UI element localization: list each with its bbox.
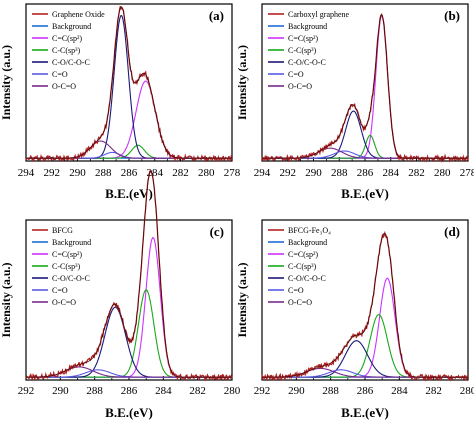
legend-entry: BFCG bbox=[52, 226, 73, 235]
legend-entry: O-C=O bbox=[288, 298, 312, 307]
y-axis-label: Intensity (a.u.) bbox=[0, 45, 13, 120]
y-axis-label: Intensity (a.u.) bbox=[235, 262, 249, 337]
fit-envelope bbox=[25, 170, 232, 378]
x-tick-label: 282 bbox=[425, 385, 442, 397]
legend: Graphene Oxide Background C=C(sp²) C-C(sp³)… bbox=[32, 10, 105, 91]
component-peak bbox=[262, 110, 468, 159]
legend-entry: C-O/C-O-C bbox=[288, 274, 326, 283]
x-tick-label: 294 bbox=[18, 167, 35, 179]
x-tick-label: 284 bbox=[383, 167, 400, 179]
legend-entry: C=O bbox=[288, 286, 304, 295]
x-axis-label: B.E.(eV) bbox=[105, 405, 153, 420]
x-tick-label: 282 bbox=[189, 385, 206, 397]
legend-entry: C=C(sp²) bbox=[288, 250, 318, 259]
x-tick-label: 290 bbox=[288, 385, 305, 397]
x-tick-label: 286 bbox=[357, 385, 374, 397]
legend-entry: Background bbox=[288, 22, 327, 31]
x-tick-label: 284 bbox=[147, 167, 164, 179]
panel-1: 294 292 290 288 286 284 282 280 278 B.E.(eV) Inten… bbox=[0, 3, 241, 201]
x-tick-label: 290 bbox=[305, 167, 322, 179]
x-tick-label: 294 bbox=[254, 167, 271, 179]
component-peak bbox=[26, 80, 232, 159]
x-tick-label: 292 bbox=[254, 385, 271, 397]
x-tick-label: 280 bbox=[434, 167, 451, 179]
legend-entry: C=C(sp²) bbox=[52, 250, 82, 259]
x-tick-label: 290 bbox=[69, 167, 86, 179]
x-tick-label: 278 bbox=[224, 167, 241, 179]
x-tick-label: 288 bbox=[86, 385, 103, 397]
legend-entry: C-C(sp³) bbox=[52, 46, 81, 55]
x-tick-label: 292 bbox=[18, 385, 35, 397]
x-tick-label: 280 bbox=[224, 385, 241, 397]
legend: BFCG-Fe₃O₄ Background C=C(sp²) C-C(sp³) C-O/… bbox=[268, 226, 331, 307]
x-tick-label: 286 bbox=[121, 167, 138, 179]
legend-entry: O-C=O bbox=[52, 298, 76, 307]
legend-entry: Carboxyl graphene bbox=[288, 10, 350, 19]
panel-label: (d) bbox=[444, 224, 460, 239]
x-tick-label: 288 bbox=[95, 167, 112, 179]
panel-label: (b) bbox=[444, 8, 460, 23]
x-tick-label: 284 bbox=[391, 385, 408, 397]
panel-2: 294 292 290 288 286 284 282 280 278 B.E.(eV) Inten… bbox=[235, 3, 474, 201]
legend-entry: C=O bbox=[52, 70, 68, 79]
legend-entry: C-C(sp³) bbox=[288, 262, 317, 271]
x-tick-label: 282 bbox=[408, 167, 425, 179]
component-peak bbox=[262, 314, 468, 378]
legend-entry: C-C(sp³) bbox=[52, 262, 81, 271]
y-axis-label: Intensity (a.u.) bbox=[235, 45, 249, 120]
legend-entry: Graphene Oxide bbox=[52, 10, 105, 19]
legend-entry: Background bbox=[52, 238, 91, 247]
x-axis-label: B.E.(eV) bbox=[341, 186, 389, 201]
legend-entry: C-O/C-O-C bbox=[288, 58, 326, 67]
fit-envelope bbox=[26, 6, 232, 159]
x-tick-label: 284 bbox=[155, 385, 172, 397]
x-tick-label: 292 bbox=[44, 167, 61, 179]
x-tick-label: 280 bbox=[460, 385, 474, 397]
panel-label: (a) bbox=[209, 8, 224, 23]
legend-entry: BFCG-Fe₃O₄ bbox=[288, 226, 331, 235]
legend-entry: Background bbox=[288, 238, 327, 247]
x-axis-label: B.E.(eV) bbox=[105, 186, 153, 201]
x-tick-label: 292 bbox=[280, 167, 297, 179]
legend-entry: C-O/C-O-C bbox=[52, 274, 90, 283]
legend: BFCG Background C=C(sp²) C-C(sp³) C-O/C-O-C C… bbox=[32, 226, 91, 307]
panel-3: 292 290 288 286 284 282 280 B.E.(eV) Intensity (… bbox=[0, 170, 241, 420]
legend-entry: C-C(sp³) bbox=[288, 46, 317, 55]
legend-entry: C-O/C-O-C bbox=[52, 58, 90, 67]
legend-entry: C=C(sp²) bbox=[52, 34, 82, 43]
y-axis-label: Intensity (a.u.) bbox=[0, 262, 13, 337]
x-axis-label: B.E.(eV) bbox=[341, 405, 389, 420]
legend-entry: Background bbox=[52, 22, 91, 31]
x-tick-label: 286 bbox=[121, 385, 138, 397]
x-tick-label: 288 bbox=[322, 385, 339, 397]
legend-entry: C=O bbox=[288, 70, 304, 79]
legend: Carboxyl graphene Background C=C(sp²) C-C(s… bbox=[268, 10, 350, 91]
component-peak bbox=[26, 306, 232, 378]
x-tick-label: 288 bbox=[331, 167, 348, 179]
raw-spectrum bbox=[261, 13, 469, 164]
panel-4: 292 290 288 286 284 282 280 B.E.(eV) Intensity (… bbox=[235, 219, 474, 420]
panel-label: (c) bbox=[210, 224, 224, 239]
fit-envelope bbox=[262, 13, 468, 159]
legend-entry: O-C=O bbox=[288, 82, 312, 91]
x-tick-label: 280 bbox=[198, 167, 215, 179]
legend-entry: C=C(sp²) bbox=[288, 34, 318, 43]
x-tick-label: 290 bbox=[52, 385, 69, 397]
x-tick-label: 286 bbox=[357, 167, 374, 179]
legend-entry: C=O bbox=[52, 286, 68, 295]
x-tick-label: 282 bbox=[172, 167, 189, 179]
legend-entry: O-C=O bbox=[52, 82, 76, 91]
fit-envelope bbox=[262, 232, 468, 378]
x-tick-label: 278 bbox=[460, 167, 474, 179]
